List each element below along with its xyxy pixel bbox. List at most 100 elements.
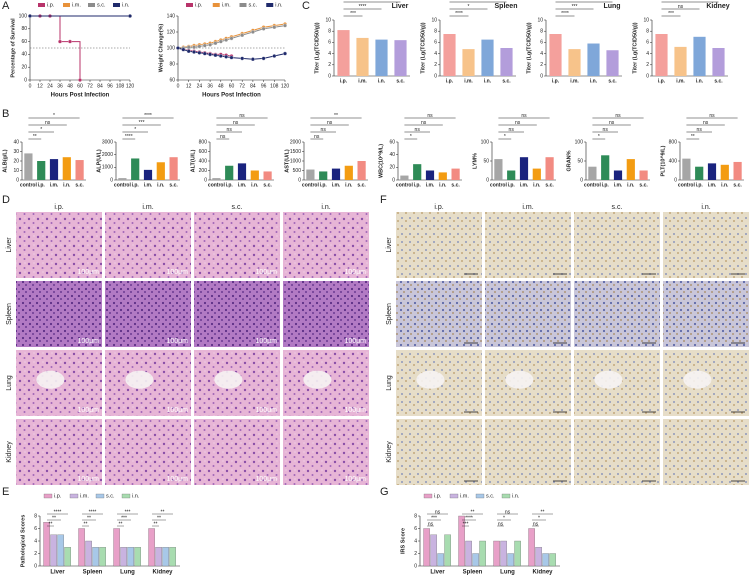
x-tick-label: s.c.	[502, 78, 511, 84]
bar	[707, 163, 717, 180]
x-tick-label: control	[114, 182, 132, 188]
significance-label: **	[49, 521, 53, 527]
bar	[99, 547, 106, 567]
y-tick-label: 8	[414, 513, 417, 519]
legend-label: s.c.	[106, 493, 115, 499]
point	[240, 33, 245, 38]
column-label: s.c.	[232, 204, 243, 211]
y-tick-label: 0	[110, 177, 113, 183]
x-tick-label: 120	[126, 83, 135, 89]
x-tick-label: i.p.	[446, 78, 454, 84]
bar	[78, 528, 85, 567]
y-tick-label: 0	[646, 73, 649, 79]
y-tick-label: 0	[24, 77, 27, 83]
bar	[528, 528, 535, 567]
bar	[542, 553, 549, 567]
bar	[493, 540, 500, 567]
significance-label: ****	[561, 11, 569, 17]
legend-swatch	[449, 493, 459, 499]
bar	[507, 170, 516, 180]
micrograph	[574, 212, 660, 278]
x-tick-label: i.n.	[439, 182, 447, 188]
x-tick-label: 24	[197, 83, 203, 89]
bar	[37, 161, 46, 180]
y-tick-label: 6	[646, 40, 649, 46]
legend-swatch	[43, 493, 53, 499]
x-tick-label: i.n.	[590, 78, 598, 84]
micrograph	[105, 281, 191, 347]
y-tick-label: 6	[328, 40, 331, 46]
x-tick-label: i.m.	[50, 182, 59, 188]
column-label: i.n.	[701, 204, 710, 211]
x-tick-label: i.p.	[508, 182, 516, 188]
row-label: Liver	[6, 237, 13, 253]
y-axis-label: Titer (Lg(TCID50/g))	[632, 22, 638, 73]
chart-title: Lung	[603, 3, 620, 10]
x-tick-label: i.n.	[251, 182, 259, 188]
x-tick-label: i.m.	[332, 182, 341, 188]
y-tick-label: 4	[540, 51, 543, 57]
bar	[655, 34, 668, 76]
bar	[507, 553, 514, 567]
y-tick-label: 4	[34, 538, 37, 544]
bar	[430, 534, 437, 567]
point	[186, 49, 191, 54]
bar	[356, 37, 369, 76]
bar	[92, 547, 99, 567]
significance-label: ns	[45, 120, 51, 126]
bar	[118, 178, 127, 180]
point	[192, 50, 196, 54]
bar	[425, 170, 435, 180]
y-axis-label: ALB(g/L)	[2, 149, 8, 172]
y-tick-label: 40	[13, 139, 19, 145]
bar	[62, 157, 71, 180]
tissue-space	[125, 370, 154, 389]
x-tick-label: i.m.	[238, 182, 247, 188]
chart-title: Kidney	[706, 3, 729, 10]
y-tick-label: 4	[414, 538, 417, 544]
y-tick-label: 100	[481, 139, 490, 145]
micrograph	[663, 281, 749, 347]
row-label: Spleen	[386, 303, 393, 325]
bar	[212, 178, 221, 180]
point	[272, 54, 277, 58]
x-axis-label: Hours Post Infection	[202, 93, 261, 99]
y-tick-label: 2	[414, 551, 417, 557]
significance-label: ns	[327, 120, 333, 126]
significance-label: *	[40, 127, 42, 133]
scale-bar-label: 100μm	[344, 407, 366, 414]
x-tick-label: i.p.	[320, 182, 328, 188]
scale-bar-label: 100μm	[255, 338, 277, 345]
y-tick-label: 6	[414, 526, 417, 532]
significance-label: ns	[498, 521, 504, 527]
legend-swatch	[63, 3, 70, 7]
x-tick-label: s.c.	[75, 182, 84, 188]
point	[283, 51, 287, 56]
bar	[155, 547, 162, 567]
legend-swatch	[475, 493, 485, 499]
y-tick-label: 140	[167, 13, 176, 19]
x-tick-label: Spleen	[463, 570, 483, 576]
significance-label: ns	[415, 127, 421, 133]
y-tick-label: 8	[434, 29, 437, 35]
x-tick-label: s.c.	[545, 182, 554, 188]
y-axis-label: PLT(10^9/L)	[660, 145, 666, 176]
x-tick-label: i.p.	[132, 182, 140, 188]
significance-label: **	[691, 134, 695, 140]
x-tick-label: control	[208, 182, 226, 188]
column-label: s.c.	[612, 204, 623, 211]
significance-label: ns	[521, 113, 527, 119]
significance-label: ****	[144, 113, 152, 119]
x-tick-label: i.m.	[614, 182, 623, 188]
x-tick-label: i.p.	[38, 182, 46, 188]
x-tick-label: s.c.	[263, 182, 272, 188]
x-tick-label: i.m.	[570, 78, 579, 84]
y-tick-label: 0	[298, 177, 301, 183]
scale-bar-label: 100μm	[77, 476, 99, 483]
y-axis-label: Weight Change(%)	[158, 24, 164, 73]
micrograph	[396, 419, 482, 485]
x-tick-label: i.m.	[426, 182, 435, 188]
significance-label: ns	[603, 127, 609, 133]
x-tick-label: i.n.	[721, 182, 729, 188]
